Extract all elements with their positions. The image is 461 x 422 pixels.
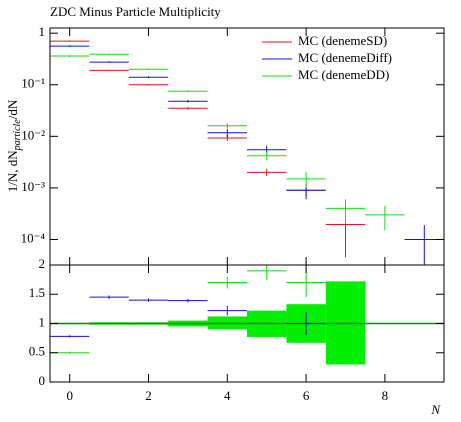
y-tick-label: 10⁻³ <box>21 179 45 194</box>
y-tick-label: 2 <box>39 256 46 271</box>
y-tick-label: 1 <box>39 24 46 39</box>
plot-area <box>50 265 444 365</box>
x-tick-label: 4 <box>224 388 231 403</box>
y-axis-label: 1/N, dNparticle/dN <box>5 99 23 192</box>
plot-area <box>50 40 444 265</box>
y-tick-label: 1.5 <box>29 285 45 300</box>
legend-label: MC (denemeDiff) <box>298 50 392 65</box>
legend-label: MC (denemeDD) <box>298 67 389 82</box>
x-tick-label: 0 <box>66 388 73 403</box>
x-tick-label: 8 <box>382 388 389 403</box>
y-tick-label: 0.5 <box>29 344 45 359</box>
y-tick-label: 10⁻⁴ <box>21 230 46 245</box>
y-tick-label: 10⁻² <box>21 127 45 142</box>
y-tick-label: 10⁻¹ <box>21 76 45 91</box>
chart-title: ZDC Minus Particle Multiplicity <box>50 4 221 19</box>
x-tick-label: 2 <box>145 388 152 403</box>
x-tick-label: 6 <box>303 388 310 403</box>
y-tick-label: 0 <box>39 373 46 388</box>
y-tick-label: 1 <box>39 314 46 329</box>
x-axis-label: N <box>430 402 441 417</box>
legend-label: MC (denemeSD) <box>298 33 387 48</box>
